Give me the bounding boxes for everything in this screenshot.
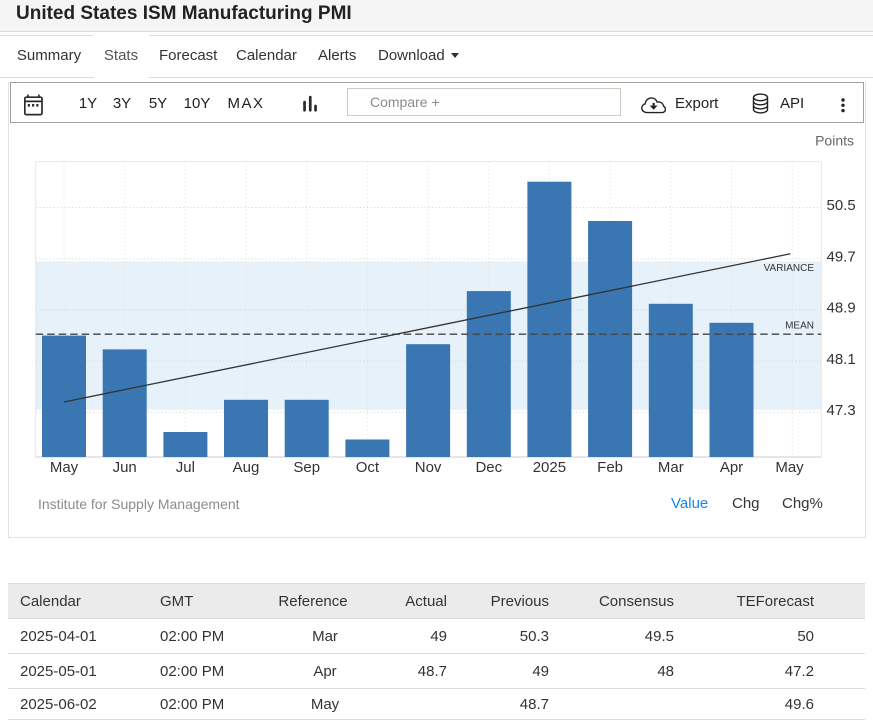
svg-text:Mar: Mar [658, 459, 684, 476]
svg-text:49.7: 49.7 [827, 248, 856, 265]
svg-text:Sep: Sep [293, 459, 320, 476]
svg-text:Jun: Jun [113, 459, 137, 476]
svg-text:2025: 2025 [533, 459, 566, 476]
svg-text:May: May [775, 459, 804, 476]
svg-text:Nov: Nov [415, 459, 442, 476]
svg-text:48.9: 48.9 [827, 300, 856, 317]
svg-text:47.3: 47.3 [827, 402, 856, 419]
svg-text:VARIANCE: VARIANCE [764, 263, 815, 274]
svg-text:Feb: Feb [597, 459, 623, 476]
svg-text:Apr: Apr [720, 459, 743, 476]
svg-text:48.1: 48.1 [827, 351, 856, 368]
svg-text:50.5: 50.5 [827, 197, 856, 214]
svg-text:Jul: Jul [176, 459, 195, 476]
svg-text:Points: Points [815, 133, 854, 149]
svg-text:MEAN: MEAN [785, 320, 814, 331]
svg-text:Aug: Aug [233, 459, 260, 476]
svg-text:Dec: Dec [475, 459, 502, 476]
svg-text:May: May [50, 459, 79, 476]
svg-text:Oct: Oct [356, 459, 380, 476]
